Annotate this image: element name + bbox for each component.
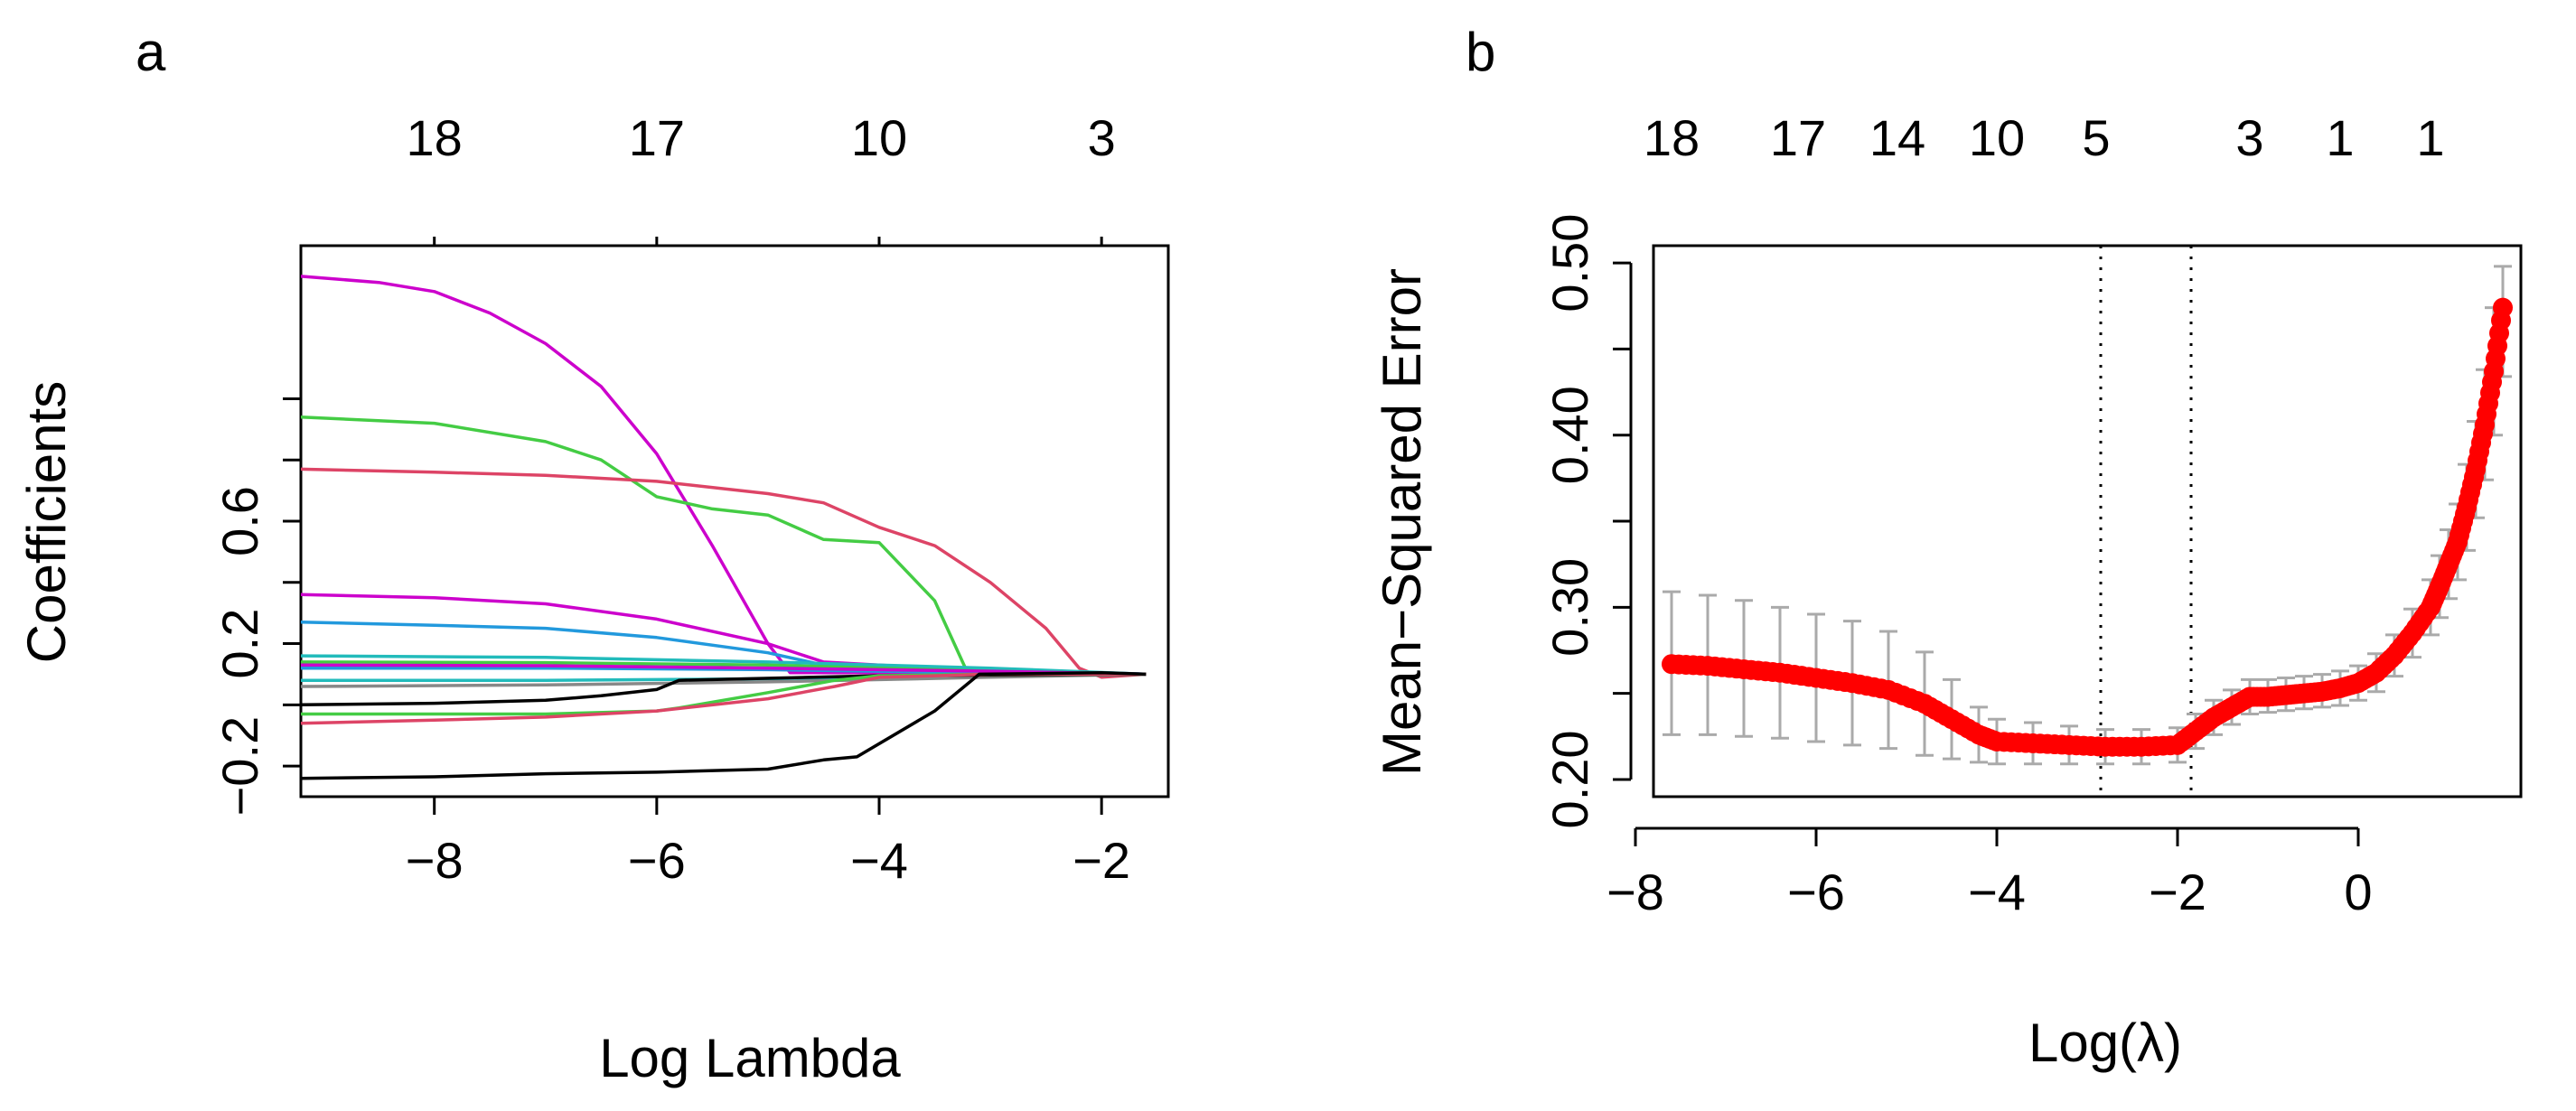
x-tick-label: −6 bbox=[628, 832, 686, 889]
x-tick-label: −4 bbox=[850, 832, 908, 889]
panel-a-y-axis-title: Coefficients bbox=[16, 381, 77, 663]
panel-a-series-group bbox=[301, 275, 1147, 780]
y-tick-label: 0.6 bbox=[211, 486, 268, 556]
panel-a: a −8 −6 −4 −2 −0.2 0.2 0.6 18 17 10 3 Log Lambda C… bbox=[16, 22, 1170, 1088]
panel-b-axes: −8 −6 −4 −2 0 0.20 0.30 0.40 0.50 18 17 14 10 5 3 1 1 bbox=[1541, 109, 2445, 920]
coefficient-path-s15 bbox=[301, 671, 1147, 780]
top-axis-label: 14 bbox=[1869, 109, 1925, 166]
top-axis-label: 5 bbox=[2082, 109, 2110, 166]
top-axis-label: 3 bbox=[2235, 109, 2263, 166]
y-tick-label: −0.2 bbox=[211, 716, 268, 817]
y-tick-label: 0.30 bbox=[1541, 558, 1598, 657]
coefficient-path-s1 bbox=[301, 275, 1147, 677]
coefficient-path-s12 bbox=[301, 672, 1147, 707]
y-tick-label: 0.50 bbox=[1541, 214, 1598, 313]
panel-b-plot-frame bbox=[1652, 244, 2523, 798]
x-tick-label: 0 bbox=[2344, 864, 2372, 920]
panel-a-axes: −8 −6 −4 −2 −0.2 0.2 0.6 18 17 10 3 bbox=[211, 109, 1130, 889]
panel-b-x-axis-title: Log(λ) bbox=[2028, 1013, 2182, 1073]
x-tick-label: −4 bbox=[1968, 864, 2026, 920]
top-axis-label: 10 bbox=[1969, 109, 2025, 166]
x-tick-label: −2 bbox=[2149, 864, 2206, 920]
panel-a-plot-area bbox=[301, 275, 1147, 780]
y-tick-label: 0.20 bbox=[1541, 730, 1598, 828]
mse-point bbox=[2493, 297, 2513, 318]
panel-a-x-axis-title: Log Lambda bbox=[599, 1028, 901, 1088]
panel-b-label: b bbox=[1466, 22, 1495, 82]
panel-b-y-axis-title: Mean−Squared Error bbox=[1372, 268, 1432, 776]
top-axis-label: 17 bbox=[629, 109, 685, 166]
top-axis-label: 18 bbox=[407, 109, 463, 166]
coefficient-path-s3 bbox=[301, 467, 1147, 679]
top-axis-label: 18 bbox=[1644, 109, 1700, 166]
coefficient-path-s2 bbox=[301, 415, 1147, 677]
top-axis-label: 17 bbox=[1770, 109, 1826, 166]
x-tick-label: −8 bbox=[406, 832, 464, 889]
coefficient-path-s6 bbox=[301, 654, 1147, 677]
top-axis-label: 3 bbox=[1088, 109, 1116, 166]
top-axis-label: 10 bbox=[851, 109, 907, 166]
top-axis-label: 1 bbox=[2416, 109, 2444, 166]
x-tick-label: −2 bbox=[1073, 832, 1130, 889]
coefficient-path-s14 bbox=[301, 672, 1147, 725]
x-tick-label: −8 bbox=[1606, 864, 1664, 920]
y-tick-label: 0.2 bbox=[211, 609, 268, 679]
x-tick-label: −6 bbox=[1787, 864, 1845, 920]
y-tick-label: 0.40 bbox=[1541, 386, 1598, 484]
panel-b-plot-area bbox=[1662, 246, 2513, 797]
panel-a-label: a bbox=[136, 22, 166, 82]
top-axis-label: 1 bbox=[2326, 109, 2354, 166]
